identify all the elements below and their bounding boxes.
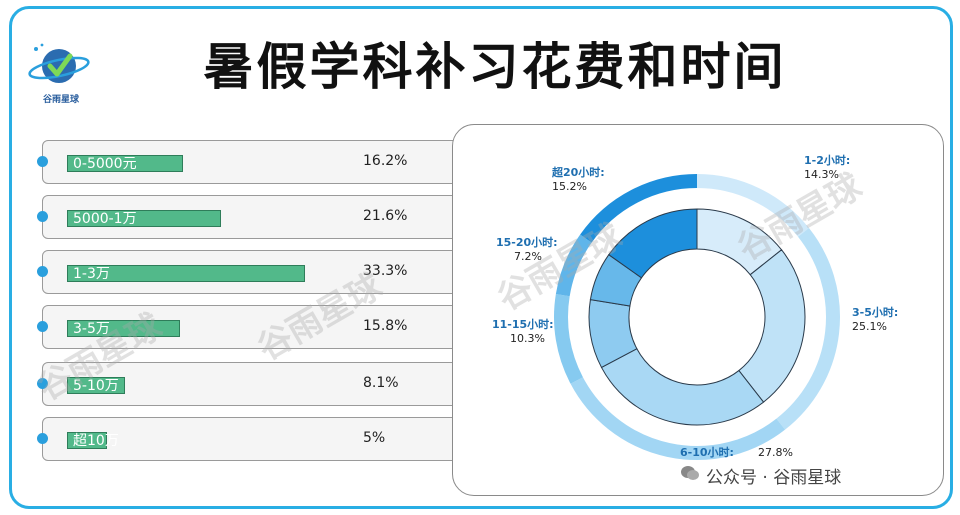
bar-category-label: 5000-1万	[73, 211, 137, 227]
donut-value-label: 27.8%	[758, 446, 793, 459]
bar-row: 5000-1万 21.6%	[37, 195, 462, 239]
outer-ring-arc	[580, 174, 698, 243]
bar-row: 1-3万 33.3%	[37, 250, 462, 294]
bar-value-label: 8.1%	[363, 375, 399, 391]
donut-value-label: 10.3%	[510, 332, 545, 345]
donut-value-label: 15.2%	[552, 180, 587, 193]
bar-value-label: 5%	[363, 430, 386, 446]
bullet-dot	[37, 433, 48, 444]
bar-row: 5-10万 8.1%	[37, 362, 462, 406]
donut-category-label: 15-20小时:	[496, 235, 558, 249]
donut-category-label: 1-2小时:	[804, 153, 850, 167]
outer-ring-arc	[555, 234, 592, 297]
bar-value-label: 15.8%	[363, 318, 408, 334]
bar	[67, 377, 125, 394]
bar-row: 3-5万 15.8%	[37, 305, 462, 349]
donut-chart: 1-2小时:14.3% 3-5小时:25.1% 6-10小时: 27.8% 11-15小…	[492, 153, 898, 460]
bar	[67, 155, 183, 172]
bullet-dot	[37, 321, 48, 332]
bar-row: 超10万 5%	[37, 417, 462, 461]
bar-category-label: 1-3万	[73, 266, 110, 282]
donut-value-label: 25.1%	[852, 320, 887, 333]
bar-category-label: 0-5000元	[73, 156, 137, 172]
donut-value-label: 7.2%	[514, 250, 542, 263]
bar-value-label: 16.2%	[363, 153, 408, 169]
page-title: 暑假学科补习花费和时间	[203, 38, 787, 96]
bar-category-label: 5-10万	[73, 378, 119, 394]
donut-category-label: 超20小时:	[551, 165, 605, 179]
donut-category-label: 6-10小时:	[680, 445, 734, 459]
bar	[67, 210, 222, 227]
outer-ring-arc	[696, 174, 809, 237]
donut-category-label: 3-5小时:	[852, 305, 898, 319]
bar	[67, 320, 180, 337]
bullet-dot	[37, 156, 48, 167]
bar-value-label: 21.6%	[363, 208, 408, 224]
logo-text: 谷雨星球	[42, 95, 79, 105]
outer-ring-arc	[554, 293, 583, 384]
bullet-dot	[37, 211, 48, 222]
bar	[67, 432, 107, 449]
bar-category-label: 超10万	[73, 433, 119, 449]
bullet-dot	[37, 266, 48, 277]
bullet-dot	[37, 378, 48, 389]
donut-slice	[608, 208, 698, 279]
bar-row: 0-5000元 16.2%	[37, 140, 462, 184]
bar-value-label: 33.3%	[363, 263, 408, 279]
wechat-icon	[681, 466, 699, 480]
bar-category-label: 3-5万	[73, 321, 110, 337]
donut-category-label: 11-15小时:	[492, 317, 554, 331]
credit-text: 公众号 · 谷雨星球	[706, 468, 842, 488]
bar	[67, 265, 305, 282]
outer-ring-arc	[776, 228, 840, 430]
donut-slice	[600, 348, 765, 426]
planet-logo-icon	[28, 43, 90, 83]
donut-value-label: 14.3%	[804, 168, 839, 181]
outer-ring-arc	[570, 377, 786, 460]
